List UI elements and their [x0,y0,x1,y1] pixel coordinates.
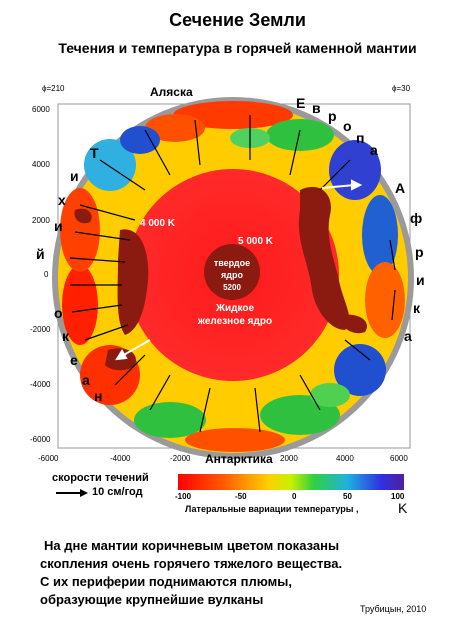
speed-legend-value: 10 см/год [92,486,143,498]
label-outer-core-1: Жидкое [215,303,255,314]
label-alaska: Аляска [150,85,193,99]
colorbar-tick: -100 [175,492,192,501]
y-tick: -2000 [30,325,51,334]
label-antarctica: Антарктика [205,452,273,466]
x-tick: 4000 [336,454,354,463]
x-tick: 2000 [280,454,298,463]
page-subtitle: Течения и температура в горячей каменной… [58,40,417,56]
pacific-letter: Т [90,145,99,161]
caption-line: образующие крупнейшие вулканы [40,592,264,607]
pacific-letter: к [62,328,70,344]
europe-letter: п [356,130,365,146]
hot-piles [74,186,368,371]
africa-letter: р [415,244,424,260]
colorbar [178,474,404,490]
europe-letter: о [343,118,352,134]
africa-letter: а [404,328,412,344]
europe-letter: в [312,100,321,116]
label-outer-core-2: железное ядро [197,316,273,327]
flow-arrows [69,115,396,433]
pacific-letter: х [58,192,66,208]
label-temp-5000: 5 000 K [238,236,274,247]
speed-legend-title: скорости течений [52,472,149,484]
y-tick: 4000 [32,160,50,169]
africa-letter: ф [410,210,423,226]
europe-letter: р [328,108,337,124]
y-tick: 2000 [32,216,50,225]
africa-letter: к [413,300,421,316]
x-tick: -2000 [170,454,191,463]
caption-line: На дне мантии коричневым цветом показаны [44,538,340,553]
label-inner-core-2: ядро [221,270,243,280]
plume-arrows [115,179,363,361]
caption-line: скопления очень горячего тяжелого вещест… [40,556,343,571]
y-tick: -6000 [30,435,51,444]
credit: Трубицын, 2010 [360,604,427,614]
pacific-letter: е [70,352,78,368]
label-temp-4000: 4 000 K [140,218,176,229]
europe-letter: а [370,142,378,158]
colorbar-tick: 50 [343,492,352,501]
colorbar-unit: K [398,500,408,516]
label-inner-core-1: твердое [213,258,251,268]
x-tick: -6000 [38,454,59,463]
page-title: Сечение Земли [169,10,306,30]
pacific-letter: а [82,372,90,388]
inner-core [204,244,260,300]
colorbar-label: Латеральные вариации температуры , [185,504,359,514]
caption-line: С их периферии поднимаются плюмы, [40,574,292,589]
colorbar-tick: -50 [235,492,247,501]
africa-letter: А [395,180,406,196]
pacific-letter: и [54,218,63,234]
label-inner-core-temp: 5200 [223,283,241,292]
africa-letter: и [416,272,425,288]
colorbar-tick: 0 [292,492,297,501]
phi-left-label: ϕ=210 [42,84,65,93]
y-tick: 0 [44,270,49,279]
pacific-letter: о [54,305,63,321]
y-tick: -4000 [30,380,51,389]
pacific-letter: н [94,388,103,404]
x-tick: 6000 [390,454,408,463]
colorbar-tick: 100 [391,492,405,501]
x-tick: -4000 [110,454,131,463]
phi-right-label: ϕ=30 [392,84,411,93]
pacific-letter: й [36,246,45,262]
europe-letter: Е [296,95,306,111]
y-tick: 6000 [32,105,50,114]
pacific-letter: и [70,168,79,184]
